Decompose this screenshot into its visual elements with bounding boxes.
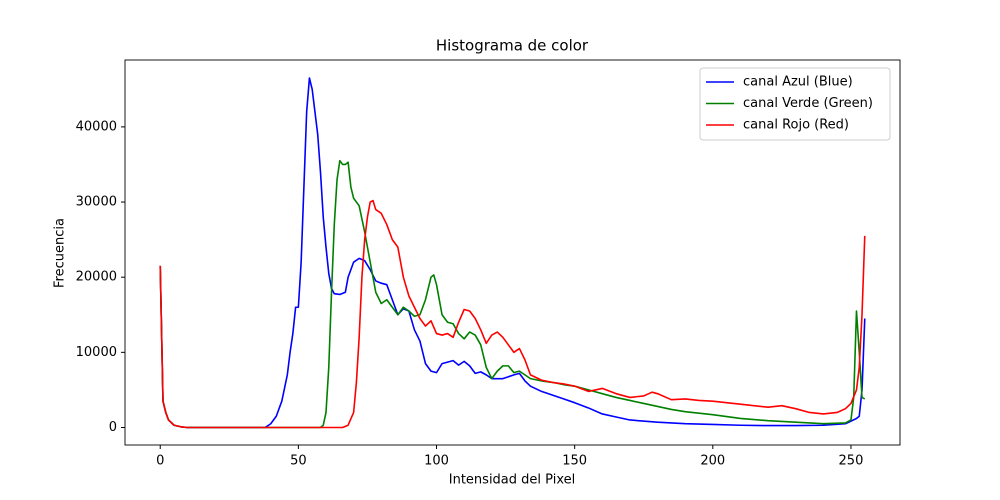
x-tick-label: 150 xyxy=(562,454,587,469)
x-tick-label: 50 xyxy=(290,454,307,469)
x-tick-label: 100 xyxy=(424,454,449,469)
legend-label: canal Verde (Green) xyxy=(743,96,873,111)
legend-label: canal Azul (Blue) xyxy=(743,75,853,90)
x-tick-label: 200 xyxy=(700,454,725,469)
y-axis-label: Frecuencia xyxy=(53,218,68,288)
x-axis-label: Intensidad del Pixel xyxy=(449,473,575,488)
chart-title: Histograma de color xyxy=(436,37,589,55)
y-tick-label: 0 xyxy=(109,420,117,435)
y-tick-label: 20000 xyxy=(76,270,117,285)
x-tick-label: 250 xyxy=(839,454,864,469)
y-tick-label: 40000 xyxy=(76,119,117,134)
y-tick-label: 30000 xyxy=(76,195,117,210)
y-tick-label: 10000 xyxy=(76,345,117,360)
plot-frame xyxy=(124,59,901,446)
legend-box xyxy=(699,67,891,141)
series-line xyxy=(159,159,866,429)
x-tick-label: 0 xyxy=(156,454,164,469)
series-line xyxy=(159,77,866,429)
series-line xyxy=(159,199,866,429)
legend-label: canal Rojo (Red) xyxy=(743,118,849,133)
